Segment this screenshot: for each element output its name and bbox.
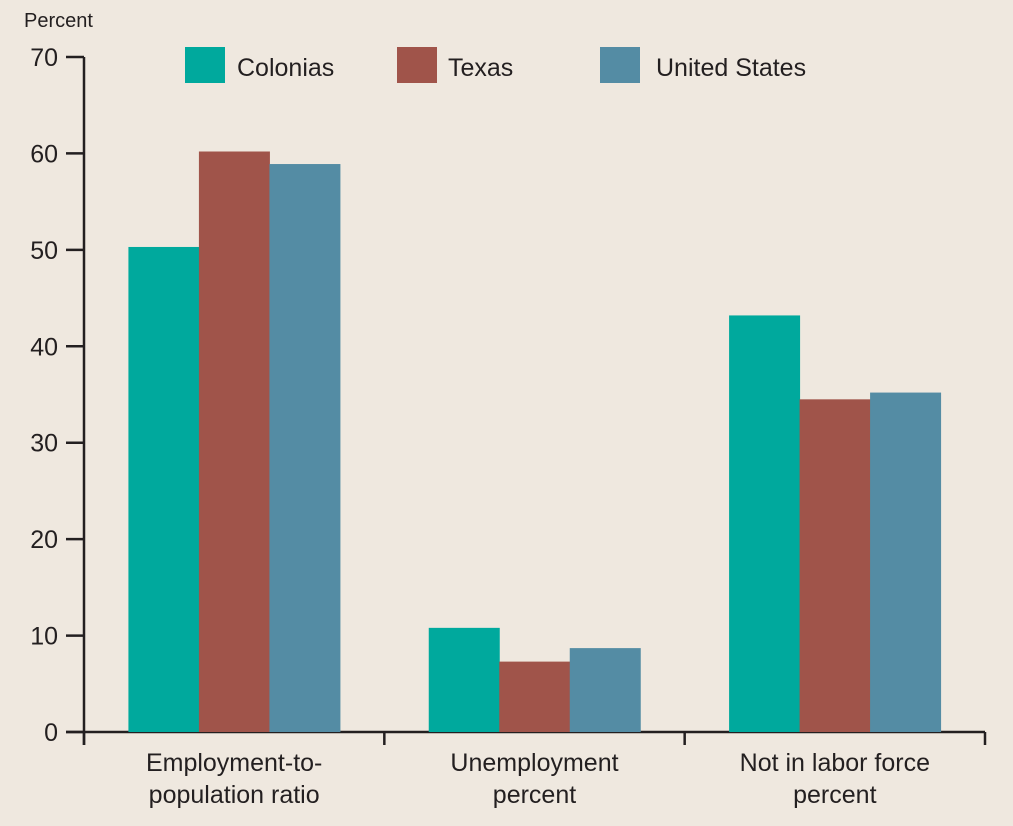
x-category-label: Employment-to-: [146, 749, 322, 777]
bar: [269, 164, 341, 733]
bars: [128, 151, 942, 733]
x-category-label: population ratio: [149, 781, 320, 809]
bar: [198, 151, 270, 732]
legend-swatch: [185, 47, 225, 83]
x-category-label: percent: [793, 781, 876, 809]
bar: [870, 392, 942, 732]
bar: [569, 648, 641, 732]
y-tick-label: 60: [30, 140, 58, 168]
legend-label: Colonias: [237, 54, 334, 82]
bar: [729, 315, 801, 732]
y-tick-label: 40: [30, 333, 58, 361]
x-category-label: Unemployment: [450, 749, 618, 777]
bar: [499, 661, 571, 732]
y-tick-label: 10: [30, 623, 58, 651]
y-tick-label: 70: [30, 44, 58, 72]
y-tick-label: 20: [30, 526, 58, 554]
bar: [128, 246, 200, 732]
bar: [428, 627, 500, 732]
bar: [799, 399, 871, 732]
legend-swatch: [600, 47, 640, 83]
legend-label: Texas: [448, 54, 513, 82]
legend-label: United States: [656, 54, 806, 82]
x-category-label: percent: [493, 781, 576, 809]
legend-swatch: [397, 47, 437, 83]
y-axis-label: Percent: [24, 10, 93, 32]
legend: Colonias Texas United States: [185, 47, 806, 83]
y-tick-label: 50: [30, 237, 58, 265]
axes: 0 10 20 30 40 50 60 70 Employment-to-population …: [30, 44, 987, 809]
x-category-label: Not in labor force: [740, 749, 930, 777]
y-tick-label: 30: [30, 430, 58, 458]
y-tick-label: 0: [44, 719, 58, 747]
